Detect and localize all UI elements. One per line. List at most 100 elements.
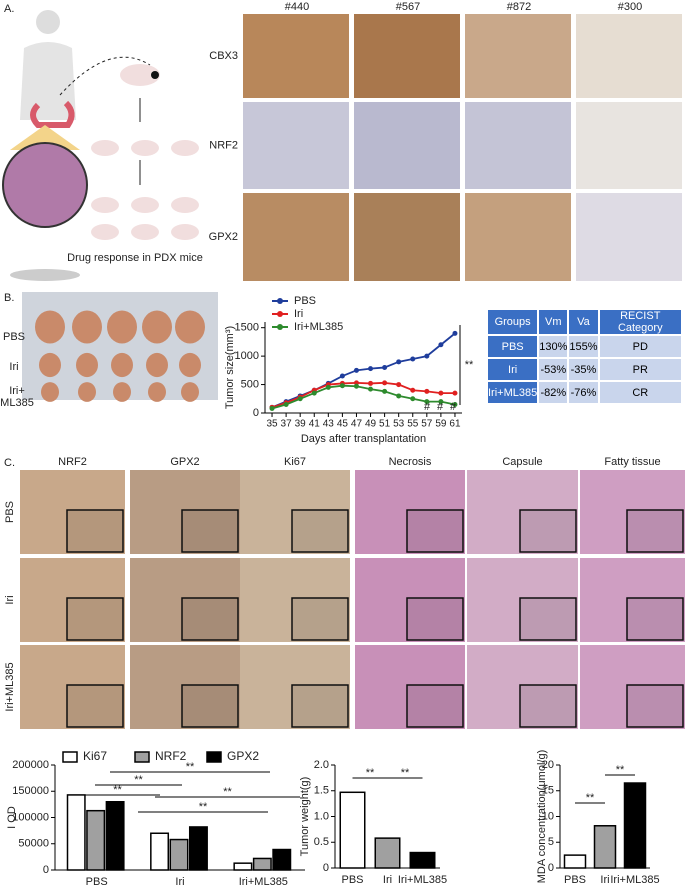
recist-table: Groups Vm Va RECIST Category PBS 130% 155% PD Ir… bbox=[485, 308, 684, 405]
bar bbox=[374, 837, 401, 869]
column-label: Necrosis bbox=[389, 456, 432, 468]
annotation: ** bbox=[223, 786, 232, 798]
row-label: Iri+ ML385 bbox=[0, 385, 34, 409]
tumor bbox=[175, 310, 205, 344]
x-tick-label: 61 bbox=[449, 419, 461, 430]
ihc-image bbox=[465, 193, 571, 281]
ihc-image bbox=[243, 193, 349, 281]
x-tick-label: Iri+ML385 bbox=[398, 874, 447, 886]
point bbox=[368, 386, 374, 392]
point bbox=[339, 383, 345, 389]
table-row: Groups Vm Va RECIST Category bbox=[485, 308, 684, 336]
tumor bbox=[181, 382, 199, 402]
sample-label: #300 bbox=[618, 1, 642, 13]
x-tick-label: 35 bbox=[266, 419, 278, 430]
annotation: ** bbox=[401, 767, 410, 779]
y-tick-label: 0 bbox=[43, 864, 49, 876]
row-label: Iri bbox=[9, 361, 18, 373]
annotation: # bbox=[424, 401, 431, 413]
inset bbox=[181, 684, 239, 728]
x-tick-label: PBS bbox=[564, 874, 586, 886]
bar bbox=[563, 854, 587, 869]
x-tick-label: 47 bbox=[351, 419, 363, 430]
ihc-image bbox=[354, 193, 460, 281]
bar bbox=[233, 862, 253, 871]
pdx-illustration bbox=[2, 10, 199, 281]
row-label: PBS bbox=[3, 331, 25, 343]
table-row: PBS 130% 155% PD bbox=[485, 334, 684, 359]
annotation: ** bbox=[366, 767, 375, 779]
annotation: ** bbox=[586, 792, 595, 804]
tumor bbox=[113, 382, 131, 402]
tumor bbox=[39, 352, 61, 378]
row-label: PBS bbox=[4, 501, 16, 523]
inset bbox=[66, 597, 124, 641]
inset bbox=[406, 597, 464, 641]
x-tick-label: 41 bbox=[309, 419, 321, 430]
y-axis-label: Tumor size(mm³) bbox=[224, 326, 236, 409]
x-tick-label: 57 bbox=[421, 419, 433, 430]
panel-label: A. bbox=[4, 3, 14, 15]
tumor bbox=[148, 382, 166, 402]
x-tick-label: 59 bbox=[435, 419, 447, 430]
tumor bbox=[146, 352, 168, 378]
inset bbox=[406, 509, 464, 553]
bar bbox=[188, 826, 208, 871]
tumor bbox=[179, 352, 201, 378]
x-tick-label: 39 bbox=[295, 419, 307, 430]
point bbox=[410, 387, 416, 393]
annotation: ** bbox=[616, 764, 625, 776]
sample-label: #872 bbox=[507, 1, 531, 13]
y-tick-label: 10 bbox=[542, 810, 554, 822]
point bbox=[424, 399, 430, 405]
point bbox=[325, 384, 331, 390]
y-tick-label: 15 bbox=[542, 785, 554, 797]
inset bbox=[291, 684, 349, 728]
point bbox=[396, 382, 402, 388]
table-cell: PD bbox=[597, 334, 684, 359]
x-tick-label: 37 bbox=[281, 419, 293, 430]
inset bbox=[519, 684, 577, 728]
ihc-image bbox=[465, 14, 571, 98]
table-cell: 130% bbox=[537, 334, 570, 359]
annotation: # bbox=[450, 401, 457, 413]
inset bbox=[66, 684, 124, 728]
y-tick-label: 150000 bbox=[12, 785, 49, 797]
table-row: Iri -53% -35% PR bbox=[485, 357, 684, 382]
point bbox=[368, 366, 374, 372]
marker-label: CBX3 bbox=[209, 50, 238, 62]
x-tick-label: 49 bbox=[365, 419, 377, 430]
point bbox=[452, 401, 458, 407]
y-tick-label: 5 bbox=[548, 836, 554, 848]
x-tick-label: 53 bbox=[393, 419, 405, 430]
x-tick-label: 51 bbox=[379, 419, 391, 430]
x-tick-label: PBS bbox=[86, 876, 108, 888]
inset bbox=[626, 597, 684, 641]
marker-label: NRF2 bbox=[209, 139, 238, 151]
legend-label: Iri+ML385 bbox=[294, 321, 343, 333]
table-cell: Iri bbox=[485, 357, 540, 382]
bar bbox=[339, 791, 366, 869]
point bbox=[452, 390, 458, 396]
inset bbox=[519, 509, 577, 553]
legend-swatch bbox=[134, 751, 150, 763]
column-label: GPX2 bbox=[170, 456, 199, 468]
ihc-image bbox=[576, 193, 682, 281]
table-cell: -82% bbox=[537, 380, 570, 405]
point bbox=[283, 401, 289, 407]
bar bbox=[169, 838, 189, 871]
tumor bbox=[78, 382, 96, 402]
bar bbox=[86, 809, 106, 871]
row-label: Iri+ML385 bbox=[4, 662, 16, 711]
table-cell: Va bbox=[567, 308, 600, 336]
point bbox=[382, 380, 388, 386]
x-tick-label: Iri+ML385 bbox=[239, 876, 288, 888]
legend-marker bbox=[277, 298, 283, 304]
point bbox=[438, 342, 444, 348]
bar bbox=[66, 794, 86, 871]
point bbox=[353, 367, 359, 373]
y-tick-label: 0 bbox=[253, 407, 259, 419]
inset bbox=[181, 509, 239, 553]
y-tick-label: 1.0 bbox=[314, 810, 329, 822]
